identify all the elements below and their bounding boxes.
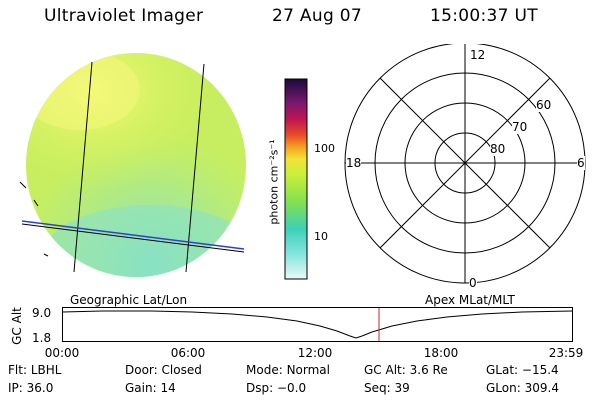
- info-seq: Seq: 39: [364, 381, 410, 395]
- colorbar-unit-label: photon cm⁻²s⁻¹: [267, 139, 281, 225]
- app-title: Ultraviolet Imager: [44, 6, 204, 26]
- polar-plot: [344, 44, 586, 284]
- mlt-label-18: 18: [346, 156, 362, 170]
- altitude-plot-frame: [62, 307, 573, 342]
- info-dsp: Dsp: −0.0: [246, 381, 307, 395]
- info-glon: GLon: 309.4: [486, 381, 559, 395]
- info-mode: Mode: Normal: [246, 363, 330, 377]
- image-date: 27 Aug 07: [272, 6, 362, 26]
- colorbar-tick-10: 10: [314, 230, 328, 243]
- colorbar-tick-100: 100: [314, 142, 335, 155]
- geographic-label: Geographic Lat/Lon: [70, 293, 188, 307]
- color-bar-gradient: [284, 78, 308, 280]
- info-door: Door: Closed: [125, 363, 202, 377]
- mlat-label-60: 60: [536, 98, 552, 112]
- altitude-plot: [62, 307, 573, 342]
- mlat-label-70: 70: [512, 120, 528, 134]
- latitude-line: [21, 223, 245, 253]
- apex-label: Apex MLat/MLT: [425, 293, 515, 307]
- time-tick-0600: 06:00: [170, 346, 206, 360]
- lower-dim-band: [40, 205, 246, 277]
- info-gain: Gain: 14: [125, 381, 176, 395]
- altitude-tick-max: 9.0: [32, 306, 52, 320]
- mlat-label-80: 80: [490, 142, 506, 156]
- image-time: 15:00:37 UT: [430, 6, 538, 26]
- mlt-label-12: 12: [470, 48, 486, 62]
- time-tick-0000: 00:00: [44, 346, 80, 360]
- upper-bright-patch: [26, 53, 140, 130]
- polar-diagonal: [379, 77, 551, 249]
- coast-mark: [43, 253, 49, 257]
- altitude-curve: [62, 310, 573, 339]
- mlt-label-0: 0: [469, 276, 477, 290]
- uv-image-panel: [19, 53, 246, 277]
- limb-line: [21, 220, 245, 250]
- color-bar: [284, 78, 308, 280]
- time-tick-1800: 18:00: [423, 346, 459, 360]
- altitude-tick-min: 1.8: [32, 331, 52, 345]
- info-flt: Flt: LBHL: [8, 363, 62, 377]
- meridian-line: [73, 61, 93, 273]
- coast-mark: [33, 199, 39, 207]
- time-tick-1200: 12:00: [297, 346, 333, 360]
- time-tick-2359: 23:59: [548, 346, 584, 360]
- altitude-axis-label: GC Alt: [10, 307, 24, 345]
- info-ip: IP: 36.0: [8, 381, 54, 395]
- mlt-label-6: 6: [577, 156, 585, 170]
- info-glat: GLat: −15.4: [486, 363, 559, 377]
- coast-mark: [19, 181, 27, 189]
- meridian-line: [185, 63, 205, 273]
- info-gc-alt: GC Alt: 3.6 Re: [364, 363, 448, 377]
